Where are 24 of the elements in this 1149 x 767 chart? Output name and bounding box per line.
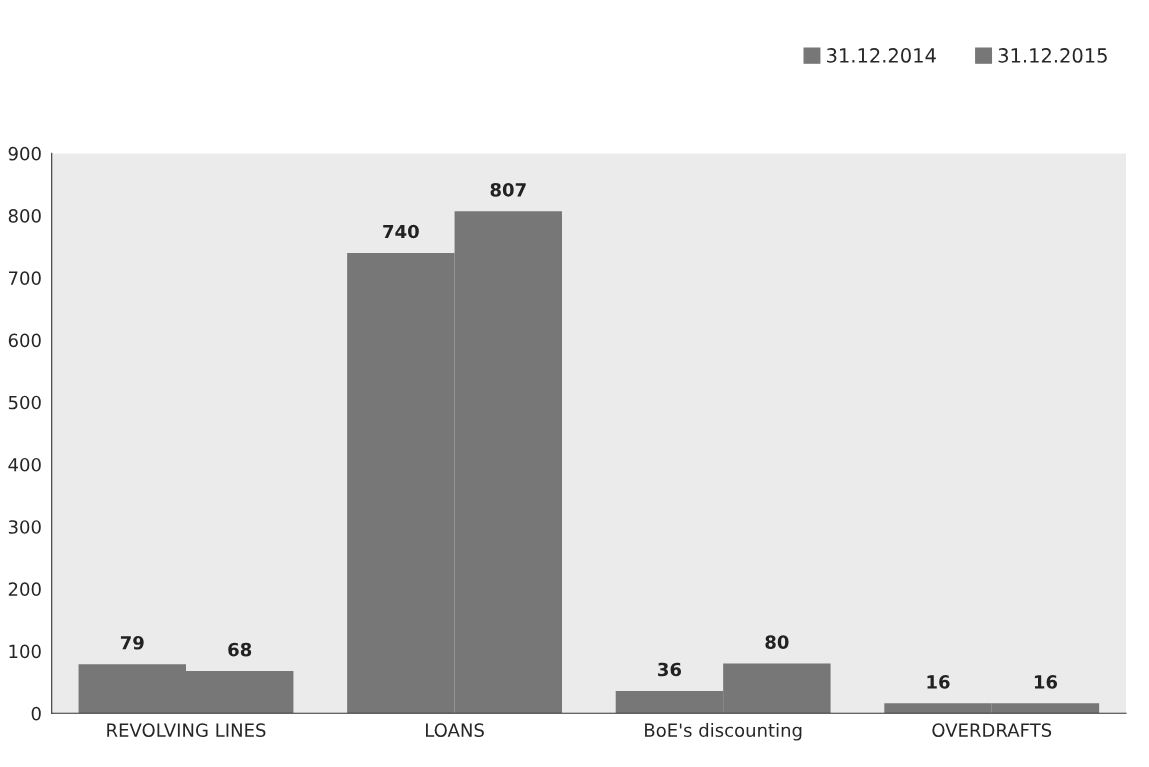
x-tick-label: OVERDRAFTS — [932, 723, 1052, 738]
data-label: 807 — [490, 182, 526, 197]
y-tick-label: 300 — [8, 520, 41, 534]
data-label: 79 — [120, 635, 144, 650]
y-tick-label: 600 — [8, 333, 41, 348]
data-label: 80 — [765, 635, 789, 649]
x-tick-label: LOANS — [426, 723, 484, 738]
data-label: 36 — [658, 662, 682, 677]
y-tick-label: 100 — [9, 644, 41, 659]
y-tick-label: 900 — [8, 146, 41, 161]
y-tick-label: 800 — [8, 209, 41, 223]
data-label: 68 — [228, 642, 252, 657]
y-tick-label: 500 — [8, 395, 41, 410]
data-label: 16 — [927, 675, 950, 689]
data-label: 16 — [1034, 675, 1058, 689]
y-tick-label: 200 — [8, 582, 41, 596]
y-tick-label: 0 — [31, 706, 41, 721]
x-tick-label: BoE's discounting — [645, 723, 802, 741]
x-tick-label: REVOLVING LINES — [107, 723, 266, 738]
data-label: 740 — [383, 224, 419, 239]
y-tick-label: 700 — [9, 271, 41, 285]
legend-label: 31.12.2014 — [827, 48, 936, 63]
legend-label: 31.12.2015 — [998, 48, 1107, 63]
y-tick-label: 400 — [8, 457, 41, 472]
